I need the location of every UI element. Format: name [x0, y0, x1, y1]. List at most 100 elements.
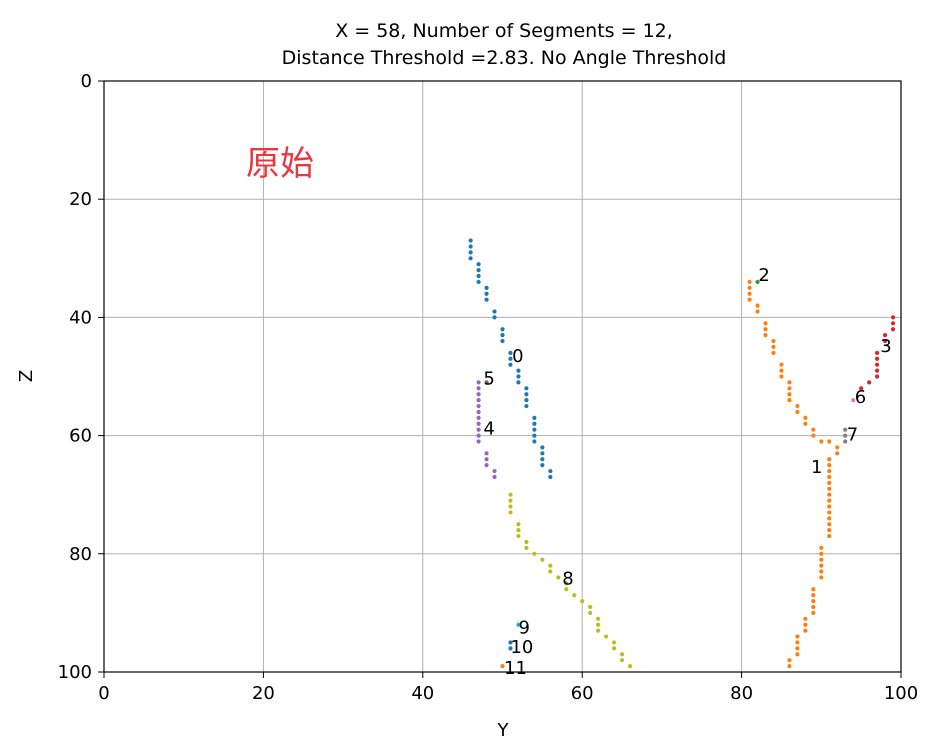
point-segment-1: [819, 575, 824, 580]
point-segment-2: [755, 279, 760, 285]
point-segment-4: [476, 433, 481, 438]
point-segment-0: [476, 268, 481, 273]
point-segment-10: [508, 646, 513, 651]
point-segment-1: [803, 622, 808, 627]
point-segment-8: [619, 652, 625, 657]
point-segment-1: [795, 646, 800, 651]
segment-label-3: 3: [880, 336, 891, 357]
segment-label-0: 0: [512, 346, 523, 367]
point-segment-0: [524, 392, 529, 397]
segment-label-8: 8: [562, 569, 573, 590]
point-segment-1: [827, 522, 832, 527]
point-segment-4: [476, 380, 481, 385]
segment-label-2: 2: [758, 265, 769, 286]
point-segment-7: [843, 439, 848, 444]
point-segment-0: [468, 250, 473, 255]
point-segment-1: [811, 604, 816, 610]
point-segment-8: [508, 504, 513, 509]
point-segment-1: [811, 587, 816, 592]
point-segment-10: [508, 640, 513, 645]
point-segment-3: [867, 380, 872, 385]
point-segment-1: [827, 480, 832, 485]
point-segment-0: [524, 403, 529, 409]
point-segment-8: [548, 563, 553, 568]
point-segment-0: [468, 244, 473, 249]
x-tick-label: 60: [571, 683, 594, 704]
point-segment-3: [882, 333, 888, 338]
point-segment-0: [532, 433, 537, 438]
point-segment-3: [874, 374, 880, 379]
point-segment-0: [516, 380, 521, 385]
point-segment-8: [548, 569, 553, 574]
point-segment-1: [811, 598, 816, 604]
point-segment-1: [795, 403, 800, 409]
point-segment-1: [747, 291, 752, 296]
point-segment-1: [827, 474, 832, 480]
point-segment-1: [787, 392, 792, 397]
point-segment-1: [827, 463, 832, 468]
point-segment-1: [803, 616, 808, 621]
point-segment-8: [508, 510, 513, 515]
point-segment-1: [771, 338, 776, 344]
point-segment-1: [819, 569, 824, 574]
scatter-points: [468, 238, 896, 669]
segment-label-9: 9: [518, 618, 529, 639]
point-segment-8: [572, 593, 577, 598]
chart-title-line-2: Distance Threshold =2.83. No Angle Thres…: [282, 47, 727, 69]
point-segment-3: [890, 327, 896, 332]
point-segment-8: [611, 640, 617, 645]
point-segment-4: [476, 409, 481, 415]
point-segment-1: [787, 380, 792, 385]
point-segment-1: [819, 557, 824, 562]
point-segment-0: [524, 386, 529, 391]
point-segment-0: [476, 279, 481, 285]
point-segment-11: [500, 663, 505, 669]
point-segment-0: [532, 415, 537, 420]
point-segment-8: [596, 622, 601, 627]
point-segment-3: [874, 356, 880, 361]
y-axis-label: Z: [16, 370, 37, 382]
point-segment-4: [476, 439, 481, 444]
point-segment-1: [747, 285, 752, 290]
point-segment-9: [516, 622, 521, 627]
annotation-text: 原始: [246, 144, 314, 184]
point-segment-0: [508, 362, 513, 367]
point-segment-1: [827, 439, 832, 444]
point-segment-1: [747, 279, 752, 285]
point-segment-0: [532, 439, 537, 444]
point-segment-0: [492, 309, 497, 314]
point-segment-3: [882, 338, 888, 344]
point-segment-1: [835, 451, 840, 456]
point-segment-8: [627, 663, 633, 669]
point-segment-1: [811, 610, 816, 616]
point-segment-1: [795, 634, 800, 639]
point-segment-1: [835, 445, 840, 450]
point-segment-0: [492, 315, 497, 320]
point-segment-4: [484, 457, 489, 462]
point-segment-8: [532, 551, 537, 556]
point-segment-0: [540, 451, 545, 456]
point-segment-1: [827, 510, 832, 515]
point-segment-4: [484, 451, 489, 456]
point-segment-3: [874, 368, 880, 373]
point-segment-1: [827, 468, 832, 474]
point-segment-1: [811, 593, 816, 598]
point-segment-3: [874, 350, 880, 355]
chart-title-line-1: X = 58, Number of Segments = 12,: [335, 20, 673, 42]
point-segment-1: [795, 652, 800, 657]
point-segment-3: [859, 386, 864, 391]
point-segment-8: [540, 557, 545, 562]
point-segment-1: [779, 374, 784, 379]
point-segment-1: [803, 421, 808, 426]
point-segment-1: [747, 297, 752, 302]
point-segment-1: [755, 303, 760, 308]
point-segment-1: [819, 551, 824, 556]
point-segment-1: [779, 362, 784, 367]
point-segment-0: [548, 468, 553, 474]
point-segment-1: [811, 433, 816, 438]
point-segment-8: [596, 616, 601, 621]
point-segment-7: [843, 427, 848, 432]
plot-frame: [103, 80, 902, 673]
point-segment-4: [484, 463, 489, 468]
